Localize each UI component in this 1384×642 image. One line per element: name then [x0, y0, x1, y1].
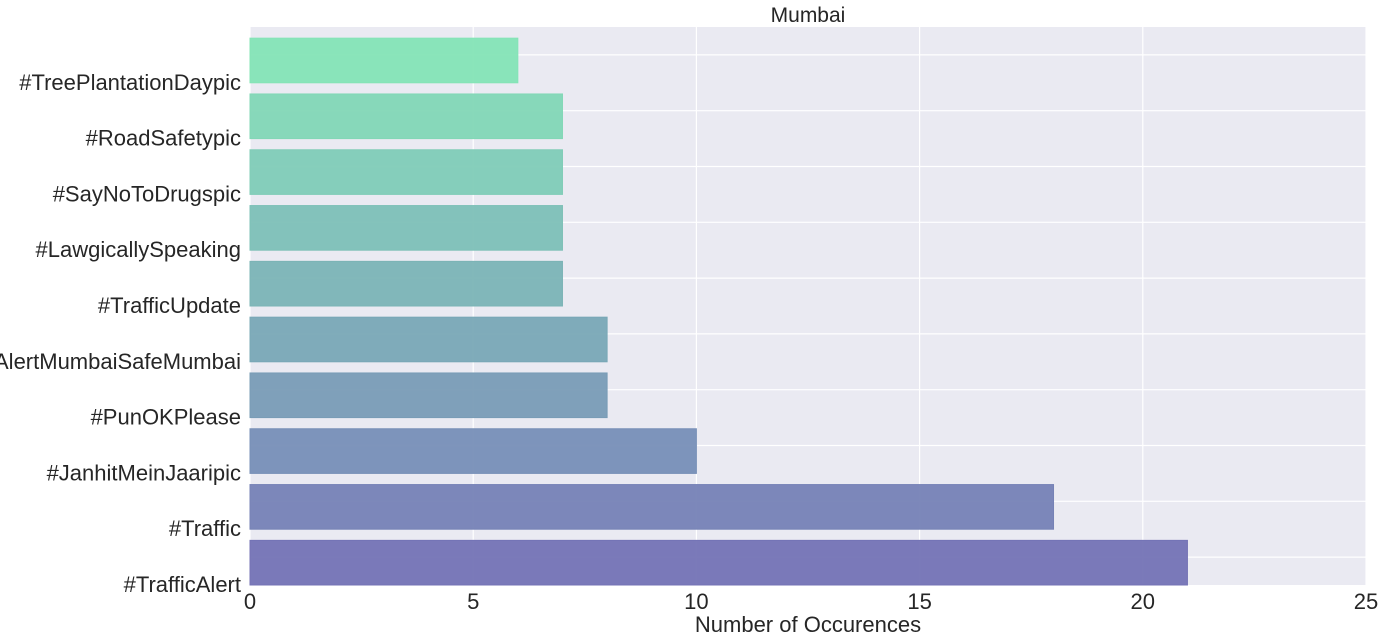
- bar: [249, 428, 697, 474]
- chart-title: Mumbai: [771, 4, 846, 27]
- x-tick-label: 5: [467, 589, 479, 614]
- category-label: #AlertMumbaiSafeMumbai: [0, 349, 241, 374]
- bar: [249, 316, 608, 363]
- category-label: #RoadSafetypic: [86, 126, 241, 151]
- x-tick-label: 0: [244, 589, 256, 614]
- bar: [249, 37, 519, 84]
- bar: [249, 260, 563, 307]
- category-label: #LawgicallySpeaking: [36, 237, 241, 262]
- category-label: #Traffic: [169, 516, 241, 541]
- bar: [249, 539, 1188, 586]
- category-label: #SayNoToDrugspic: [53, 181, 241, 206]
- bar: [249, 93, 563, 140]
- x-tick-label: 10: [684, 589, 708, 614]
- bar: [249, 205, 563, 251]
- category-label: #TrafficUpdate: [98, 293, 241, 318]
- bar: [249, 484, 1055, 530]
- bars: [249, 37, 1188, 586]
- bar: [249, 372, 608, 419]
- category-label: #JanhitMeinJaaripic: [47, 460, 241, 485]
- bar: [249, 149, 563, 195]
- x-axis-label: Number of Occurences: [695, 612, 921, 637]
- category-labels: #TrafficAlert #Traffic #JanhitMeinJaaripic…: [0, 70, 241, 597]
- category-label: #TrafficAlert: [124, 572, 241, 597]
- x-tick-label: 25: [1354, 589, 1378, 614]
- category-label: #PunOKPlease: [91, 405, 241, 430]
- x-tick-label: 15: [907, 589, 931, 614]
- x-tick-label: 20: [1131, 589, 1155, 614]
- x-tick-labels: 0 5 10 15 20 25: [244, 589, 1378, 614]
- category-label: #TreePlantationDaypic: [19, 70, 241, 95]
